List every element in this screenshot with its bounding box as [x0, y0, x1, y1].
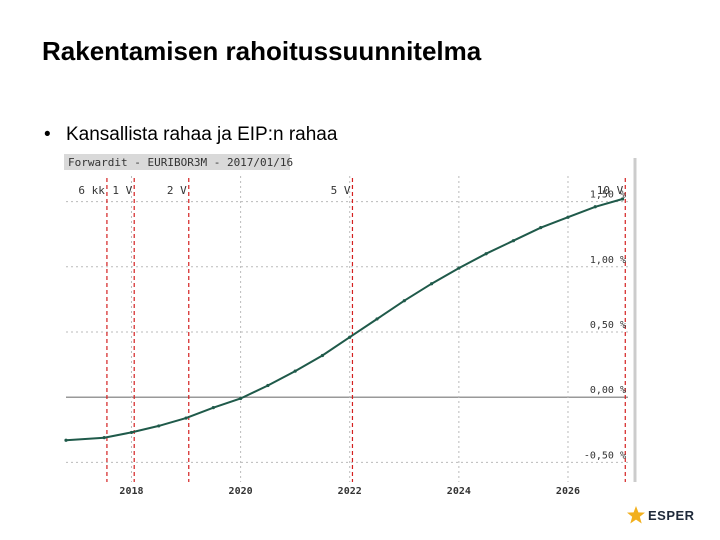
maturity-marker-label: 6 kk	[78, 184, 105, 197]
series-point	[429, 282, 434, 286]
series-point	[239, 396, 243, 401]
x-tick-labels: 2018 2020 2022 2024 2026	[119, 486, 580, 497]
y-tick-label: 0,50 %	[590, 320, 626, 331]
y-tick-label: 1,50 %	[590, 190, 626, 201]
series-point	[457, 266, 461, 270]
series-point	[266, 383, 270, 388]
maturity-marker-label: 10 V	[597, 184, 624, 197]
star-logo-icon	[627, 506, 645, 524]
x-tick-label: 2018	[119, 486, 143, 497]
series-point	[102, 436, 106, 440]
grid-layer	[66, 176, 628, 482]
x-tick-label: 2020	[229, 486, 253, 497]
series-point	[211, 406, 215, 410]
series-point	[566, 215, 570, 219]
y-tick-label: -0,50 %	[584, 450, 626, 461]
y-tick-label: 0,00 %	[590, 385, 626, 396]
x-tick-label: 2022	[338, 486, 362, 497]
y-tick-label: 1,00 %	[590, 255, 626, 266]
maturity-marker-label: 5 V	[331, 184, 351, 197]
series-point	[511, 239, 516, 243]
series-point	[157, 424, 161, 428]
series-point	[375, 317, 379, 321]
series-point	[320, 353, 325, 358]
y-tick-labels: 1,50 % 1,00 % 0,50 % 0,00 % -0,50 %	[584, 190, 626, 462]
series-point	[184, 416, 188, 420]
bullet-dot-icon: •	[44, 124, 51, 145]
series-point	[64, 438, 68, 442]
series-point	[620, 197, 625, 201]
slide-title: Rakentamisen rahoitussuunnitelma	[42, 36, 482, 66]
maturity-marker-label: 1 V	[112, 184, 132, 197]
x-tick-label: 2026	[556, 486, 580, 497]
series-point	[129, 430, 134, 435]
series-point	[484, 252, 488, 256]
bullet-text: Kansallista rahaa ja EIP:n rahaa	[66, 124, 338, 145]
series-point	[293, 369, 297, 373]
series-layer	[64, 197, 625, 442]
series-point	[402, 299, 406, 303]
chart-title-background	[64, 154, 290, 170]
logo-text: ESPER	[648, 507, 695, 523]
chart-title: Forwardit - EURIBOR3M - 2017/01/16	[68, 156, 293, 169]
esper-logo: ESPER	[626, 505, 695, 525]
series-point	[539, 226, 543, 230]
x-tick-label: 2024	[447, 486, 471, 497]
maturity-marker-label: 2 V	[167, 184, 187, 197]
bullet-item: • Kansallista rahaa ja EIP:n rahaa	[44, 124, 337, 146]
series-point	[593, 205, 597, 209]
forward-rate-chart: Forwardit - EURIBOR3M - 2017/01/16 6 kk 1…	[60, 152, 640, 502]
series-point	[348, 335, 352, 339]
